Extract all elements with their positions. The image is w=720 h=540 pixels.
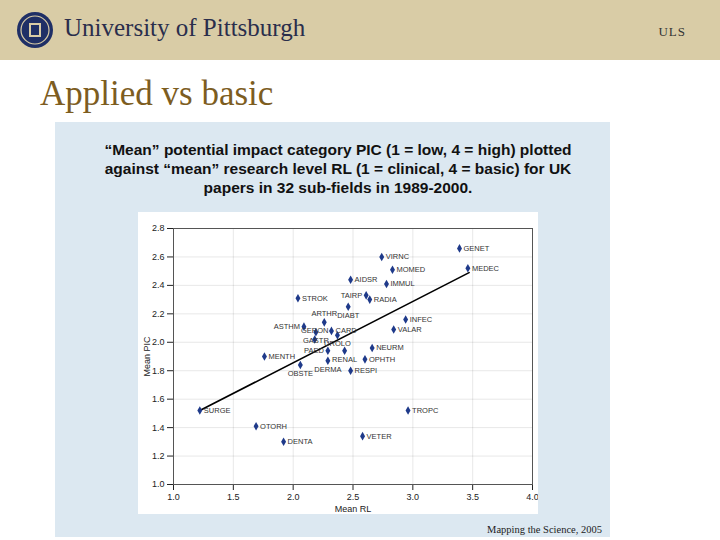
svg-text:ARTHR: ARTHR (311, 309, 337, 318)
svg-text:3.0: 3.0 (407, 492, 420, 502)
svg-text:2.8: 2.8 (152, 223, 165, 233)
svg-text:NEURM: NEURM (376, 343, 404, 352)
svg-text:PAED: PAED (304, 346, 324, 355)
svg-text:2.4: 2.4 (152, 280, 165, 290)
svg-text:MENTH: MENTH (268, 352, 295, 361)
svg-text:ASTHM: ASTHM (274, 322, 300, 331)
svg-text:VIRNC: VIRNC (386, 252, 410, 261)
svg-text:DIABT: DIABT (337, 311, 360, 320)
svg-text:Mean PIC: Mean PIC (142, 336, 152, 377)
svg-text:3.5: 3.5 (466, 492, 479, 502)
svg-text:INFEC: INFEC (410, 315, 433, 324)
svg-text:MOMED: MOMED (396, 265, 425, 274)
svg-text:SURGE: SURGE (204, 406, 231, 415)
svg-text:TAIRP: TAIRP (341, 291, 363, 300)
svg-text:TROPC: TROPC (412, 406, 439, 415)
svg-text:IMMUL: IMMUL (391, 279, 415, 288)
svg-text:GERON: GERON (301, 326, 329, 335)
svg-text:DERMA: DERMA (314, 365, 341, 374)
svg-text:1.5: 1.5 (227, 492, 240, 502)
svg-text:AIDSR: AIDSR (355, 275, 379, 284)
svg-text:GASTR: GASTR (303, 336, 329, 346)
svg-text:1.8: 1.8 (152, 366, 165, 376)
svg-text:OTORH: OTORH (260, 422, 287, 431)
svg-text:GENET: GENET (464, 244, 490, 253)
svg-text:VALAR: VALAR (398, 325, 423, 334)
svg-text:1.2: 1.2 (152, 451, 165, 461)
svg-text:MEDEC: MEDEC (472, 264, 500, 273)
html-text:ULS: ULS (658, 24, 686, 39)
svg-text:STROK: STROK (302, 294, 328, 303)
svg-text:UROLO: UROLO (324, 339, 351, 348)
svg-text:1.0: 1.0 (167, 492, 180, 502)
svg-text:4.0: 4.0 (526, 492, 538, 502)
svg-text:OPHTH: OPHTH (369, 355, 395, 364)
svg-text:OBSTE: OBSTE (288, 369, 313, 378)
svg-text:2.0: 2.0 (287, 492, 300, 502)
svg-text:1.0: 1.0 (152, 479, 165, 489)
html-text:Applied vs basic: Applied vs basic (40, 74, 274, 113)
html-text:“Mean” potential impact catego: “Mean” potential impact category PIC (1 … (104, 141, 572, 196)
svg-text:Mean RL: Mean RL (335, 504, 372, 514)
svg-text:VETER: VETER (367, 432, 393, 441)
html-text:University of Pittsburgh: University of Pittsburgh (64, 14, 306, 41)
html-text:Mapping the Science, 2005: Mapping the Science, 2005 (487, 524, 602, 535)
svg-text:RESPI: RESPI (355, 366, 378, 375)
svg-text:1.6: 1.6 (152, 394, 165, 404)
svg-text:RENAL: RENAL (332, 355, 357, 364)
svg-text:2.0: 2.0 (152, 337, 165, 347)
svg-text:RADIA: RADIA (374, 295, 397, 304)
svg-text:2.5: 2.5 (347, 492, 360, 502)
svg-text:2.2: 2.2 (152, 309, 165, 319)
svg-text:CARD: CARD (335, 326, 357, 335)
svg-text:2.6: 2.6 (152, 252, 165, 262)
svg-text:1.4: 1.4 (152, 422, 165, 432)
svg-text:DENTA: DENTA (288, 437, 313, 446)
